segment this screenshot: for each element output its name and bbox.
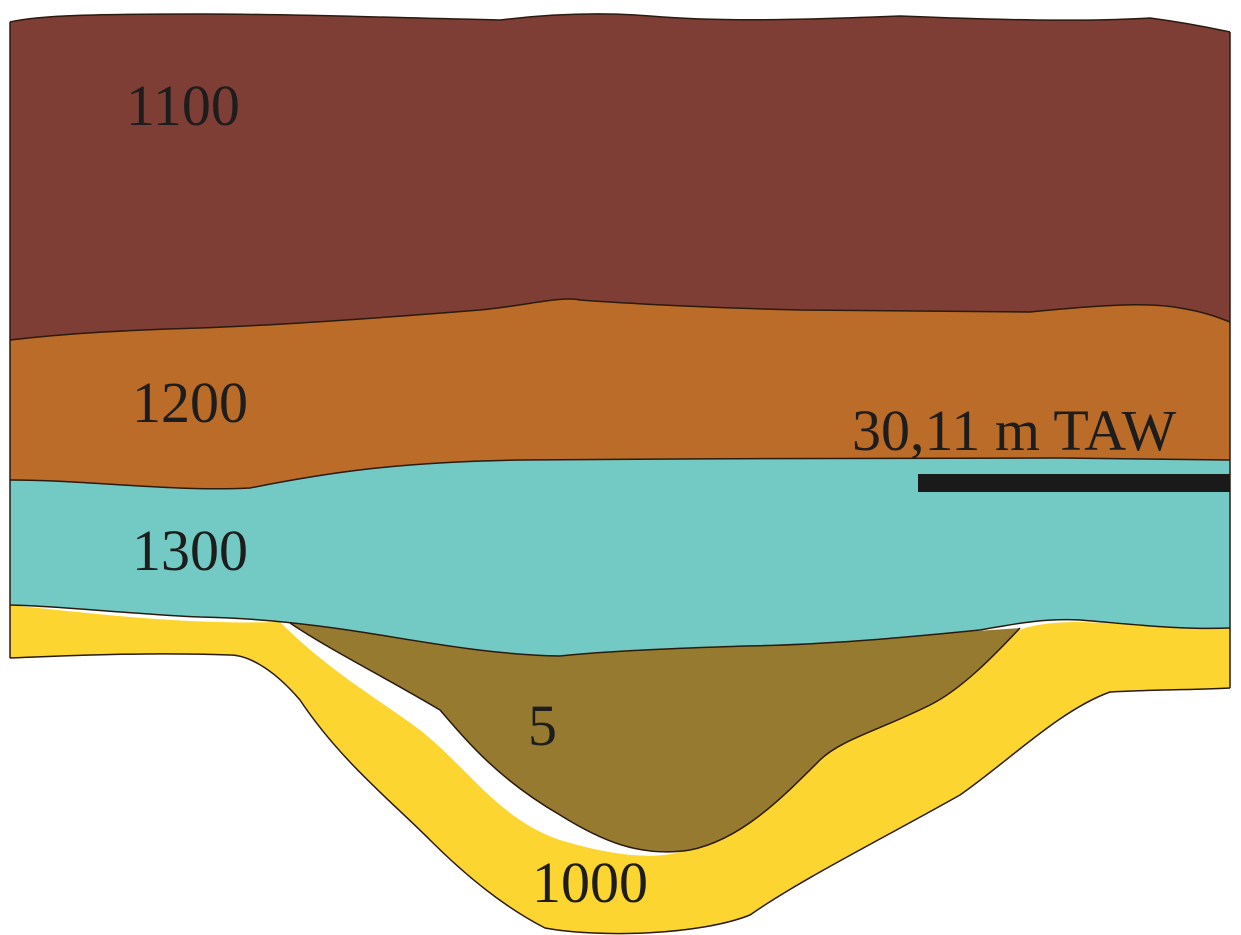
level-marker-label: 30,11 m TAW <box>852 398 1176 463</box>
boundary-1000-base <box>9 653 1231 935</box>
label-1300: 1300 <box>132 518 248 583</box>
boundary-5-1000 <box>289 622 1021 853</box>
layer-1000-polygon <box>10 605 1230 934</box>
boundary-1100-1200 <box>9 298 1231 341</box>
level-marker-bar <box>918 474 1230 492</box>
layer-1100-polygon <box>10 13 1230 340</box>
label-1200: 1200 <box>132 370 248 435</box>
label-5: 5 <box>528 693 557 758</box>
top-surface <box>9 13 1231 33</box>
layer-1300-polygon <box>10 458 1230 656</box>
boundary-1200-1300 <box>9 457 1231 490</box>
label-1000: 1000 <box>532 850 648 915</box>
layer-5-polygon <box>290 623 1020 852</box>
boundary-1300-base <box>9 604 1231 657</box>
layer-1200-polygon <box>10 299 1230 489</box>
label-1100: 1100 <box>126 73 240 138</box>
